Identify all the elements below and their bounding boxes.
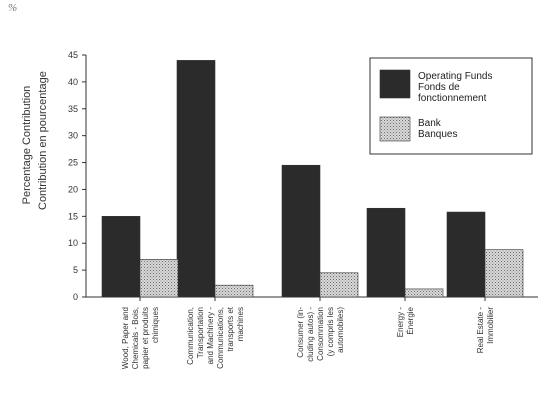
- category-label-line: Consommation: [316, 307, 325, 361]
- category-label-line: machines: [236, 307, 245, 341]
- unit-mark: %: [8, 2, 18, 14]
- y-tick-label: 30: [68, 131, 78, 141]
- legend-label-operating-funds: Fonds de: [418, 82, 460, 93]
- category-label-line: papier et produits: [141, 307, 150, 369]
- category-label-line: Energy -: [396, 307, 405, 338]
- category-label-line: transports et: [226, 306, 235, 351]
- category-label-line: automobiles): [336, 307, 345, 353]
- bar-bank-2: [214, 284, 254, 298]
- category-label-line: Énergie: [406, 306, 415, 334]
- category-labels: Wood, Paper and Chemicals - Bois, papier e…: [121, 306, 495, 369]
- y-tick-label: 45: [68, 50, 78, 60]
- legend-swatch-operating-funds: [379, 69, 411, 99]
- legend-label-bank: Banques: [418, 129, 457, 140]
- category-label-1: Wood, Paper and Chemicals - Bois, papier e…: [121, 307, 160, 369]
- legend-label-operating-funds: fonctionnement: [418, 93, 487, 104]
- category-label-3: Consumer (in-cluding autos) - Consommatio…: [296, 307, 345, 362]
- y-tick-label: 25: [68, 158, 78, 168]
- y-tick-label: 0: [73, 292, 78, 302]
- y-tick-label: 5: [73, 265, 78, 275]
- y-tick-label: 40: [68, 77, 78, 87]
- category-label-line: (y compris les: [326, 307, 335, 356]
- legend-label-bank: Bank: [418, 118, 442, 129]
- category-label-5: Real Estate - Immobilier: [476, 307, 495, 354]
- y-tick-label: 10: [68, 238, 78, 248]
- category-label-line: Transportation: [196, 307, 205, 358]
- bar-operating-funds-3: [281, 164, 321, 298]
- category-label-4: Energy - Énergie: [396, 306, 415, 337]
- category-label-line: Real Estate -: [476, 307, 485, 354]
- y-tick-label: 35: [68, 104, 78, 114]
- category-label-line: Communication,: [186, 307, 195, 365]
- bar-operating-funds-1: [101, 216, 141, 298]
- category-label-line: Wood, Paper and: [121, 307, 130, 369]
- category-label-line: Immobilier: [486, 307, 495, 344]
- bar-bank-4: [404, 288, 444, 298]
- bar-bank-3: [319, 272, 359, 298]
- category-label-line: Communications,: [216, 307, 225, 369]
- category-label-line: Chemicals - Bois,: [131, 307, 140, 369]
- category-label-line: chimiques: [151, 307, 160, 343]
- bar-bank-5: [484, 249, 524, 298]
- bar-operating-funds-4: [366, 207, 406, 298]
- bar-operating-funds-2: [176, 60, 216, 298]
- bar-operating-funds-5: [446, 211, 486, 298]
- category-label-line: cluding autos) -: [306, 307, 315, 362]
- bar-bank-1: [139, 259, 179, 298]
- category-label-line: Consumer (in-: [296, 307, 305, 358]
- category-label-line: and Machinery -: [206, 307, 215, 365]
- y-tick-label: 20: [68, 184, 78, 194]
- legend-label-operating-funds: Operating Funds: [418, 71, 493, 82]
- legend-swatch-bank: [379, 116, 411, 142]
- bars-group: [101, 60, 524, 298]
- y-tick-label: 15: [68, 211, 78, 221]
- category-label-2: Communication, Transportation and Machiner…: [186, 306, 245, 369]
